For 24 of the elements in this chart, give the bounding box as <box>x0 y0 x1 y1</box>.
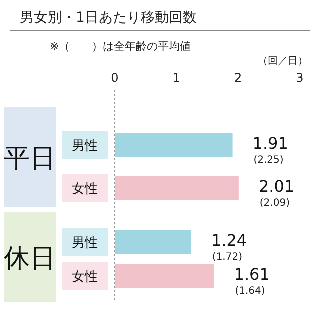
data-label: 1.24 <box>211 231 248 250</box>
x-tick-label: 0 <box>111 71 119 85</box>
x-tick-label: 2 <box>234 71 242 85</box>
annotation: (2.25) <box>254 155 284 166</box>
x-axis-title: （回／日） <box>258 56 308 67</box>
y-tick-label: 男性 <box>72 139 98 154</box>
y-tick-label: 男性 <box>72 236 98 251</box>
data-label: 2.01 <box>258 177 295 196</box>
chart-title: 男女別・1日あたり移動回数 <box>20 10 197 26</box>
bar <box>115 133 233 157</box>
annotation: (2.09) <box>260 198 290 209</box>
text: 平日 <box>4 144 56 174</box>
bar <box>115 264 214 288</box>
y-tick-label: 女性 <box>72 182 98 197</box>
y-tick-label: 女性 <box>72 270 98 285</box>
annotation: (1.64) <box>235 286 266 297</box>
chart-subtitle: ※（ ）は全年齢の平均値 <box>50 40 192 53</box>
x-tick-label: 3 <box>296 71 304 85</box>
data-label: 1.91 <box>252 134 288 153</box>
bar <box>115 176 239 200</box>
data-label: 1.61 <box>234 265 270 284</box>
x-tick-label: 1 <box>172 71 180 85</box>
annotation: (1.72) <box>212 252 243 263</box>
text: 休日 <box>4 244 56 274</box>
